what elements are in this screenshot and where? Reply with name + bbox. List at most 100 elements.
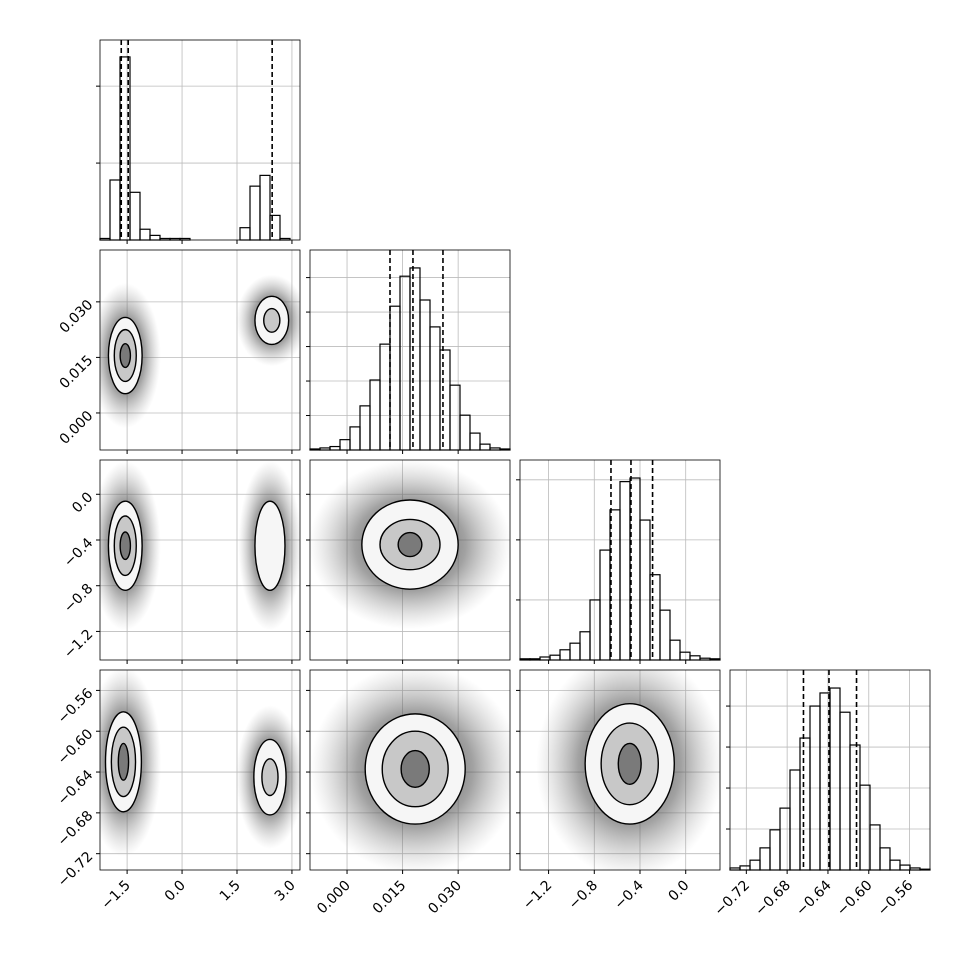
contour: [119, 343, 132, 369]
hist-bar: [669, 639, 681, 661]
contour: [261, 758, 279, 797]
hist-bar: [339, 439, 351, 451]
panel-frame: [99, 459, 301, 661]
panel-frame: [99, 249, 301, 451]
y-tick-label: 0.0: [69, 489, 96, 516]
x-tick-label: −0.56: [875, 877, 917, 919]
hist-bar: [899, 864, 911, 871]
y-tick-label: −0.56: [55, 685, 97, 727]
density: [100, 274, 300, 429]
x-tick-label: −1.2: [520, 878, 555, 913]
panel-frame: [309, 249, 511, 451]
x-tick-label: 0.000: [314, 878, 354, 918]
contour: [617, 742, 642, 785]
hist-bar: [429, 326, 441, 451]
hist-bar: [479, 443, 491, 451]
hist-bar: [559, 649, 571, 661]
hist-bar: [409, 267, 421, 451]
hist-bar: [749, 859, 761, 871]
y-tick-label: 0.030: [57, 297, 97, 337]
hist-bar: [879, 847, 891, 871]
hist-bar: [739, 865, 751, 871]
hist-bar: [599, 549, 611, 661]
y-tick-label: −0.8: [61, 581, 96, 616]
hist-bar: [109, 179, 121, 241]
x-tick-label: −0.64: [793, 877, 835, 919]
panel: [726, 669, 931, 874]
y-tick-label: 0.000: [57, 408, 97, 448]
hist-bar: [679, 651, 691, 661]
x-tick-label: −0.60: [834, 878, 876, 920]
x-tick-label: 0.015: [370, 878, 410, 918]
hist-bar: [259, 174, 271, 241]
y-tick-label: −0.72: [55, 849, 97, 891]
hist-bar: [639, 519, 651, 661]
panel-frame: [309, 669, 511, 871]
hist-bar: [439, 349, 451, 451]
hist-bar: [139, 228, 151, 241]
contour: [263, 307, 281, 333]
hist-bar: [389, 305, 401, 451]
hist-bar: [839, 711, 851, 871]
hist-bar: [419, 299, 431, 451]
hist-bar: [569, 642, 581, 661]
y-tick-label: −0.60: [55, 726, 97, 768]
x-tick-label: 0.0: [162, 878, 189, 905]
panel: [516, 459, 721, 664]
x-tick-label: −0.4: [611, 877, 646, 912]
hist-bar: [889, 859, 901, 871]
x-tick-label: 0.030: [425, 878, 465, 918]
x-tick-label: 1.5: [217, 878, 244, 905]
hist-bar: [549, 654, 561, 661]
hist-bar: [689, 655, 701, 661]
panel-frame: [99, 39, 301, 241]
density: [310, 670, 510, 870]
contour: [117, 742, 130, 781]
hist-bar: [459, 414, 471, 451]
hist-bar: [249, 185, 261, 241]
hist-bar: [799, 737, 811, 871]
hist-bar: [129, 191, 141, 241]
x-tick-label: −0.68: [752, 878, 794, 920]
y-tick-label: −0.4: [61, 535, 96, 570]
panel: [96, 249, 301, 454]
panel: [96, 669, 301, 874]
hist-bar: [579, 631, 591, 661]
hist-bar: [829, 687, 841, 871]
y-tick-label: 0.015: [57, 352, 97, 392]
contour: [254, 500, 286, 591]
contour: [119, 531, 132, 561]
hist-bar: [649, 574, 661, 661]
panel: [516, 669, 721, 874]
hist-bar: [379, 343, 391, 451]
panel-frame: [519, 669, 721, 871]
y-tick-label: −0.64: [55, 767, 97, 809]
hist-bar: [869, 824, 881, 871]
x-tick-label: 0.0: [665, 878, 692, 905]
hist-bar: [779, 807, 791, 871]
panel-frame: [99, 669, 301, 871]
hist-bar: [659, 609, 671, 661]
panel: [306, 459, 511, 664]
hist-bar: [589, 599, 601, 661]
x-tick-label: −0.72: [712, 878, 754, 920]
x-tick-label: −1.5: [99, 878, 134, 913]
panel-frame: [519, 459, 721, 661]
hist-bar: [849, 744, 861, 871]
hist-bar: [619, 481, 631, 661]
hist-bar: [369, 379, 381, 451]
panel: [96, 459, 301, 664]
density: [310, 460, 510, 630]
y-tick-label: −0.68: [55, 808, 97, 850]
hist-bar: [149, 234, 161, 241]
panel-frame: [309, 459, 511, 661]
hist-bar: [789, 769, 801, 871]
hist-bar: [349, 426, 361, 451]
density: [100, 461, 300, 631]
hist-bar: [769, 829, 781, 871]
y-tick-label: −1.2: [61, 626, 96, 661]
panel-frame: [729, 669, 931, 871]
contour: [397, 531, 423, 558]
x-tick-label: −0.8: [566, 878, 601, 913]
